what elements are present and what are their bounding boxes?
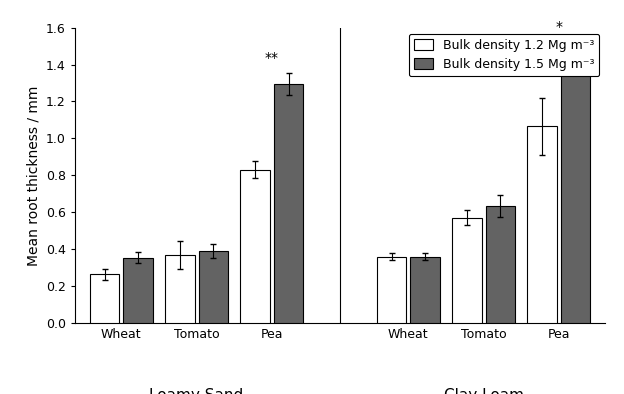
Bar — [198, 251, 228, 323]
Legend: Bulk density 1.2 Mg m⁻³, Bulk density 1.5 Mg m⁻³: Bulk density 1.2 Mg m⁻³, Bulk density 1.… — [409, 34, 599, 76]
Bar — [90, 274, 119, 323]
Text: *: * — [555, 20, 562, 34]
Text: **: ** — [265, 52, 279, 65]
Bar — [561, 58, 590, 323]
Text: Clay Loam: Clay Loam — [444, 388, 524, 394]
Bar — [411, 256, 440, 323]
Bar — [485, 206, 515, 323]
Bar — [377, 256, 406, 323]
Bar — [452, 218, 482, 323]
Bar — [527, 126, 557, 323]
Y-axis label: Mean root thickness / mm: Mean root thickness / mm — [26, 85, 41, 266]
Bar — [165, 255, 195, 323]
Bar — [240, 170, 270, 323]
Bar — [124, 258, 153, 323]
Text: Loamy Sand: Loamy Sand — [150, 388, 244, 394]
Bar — [274, 84, 303, 323]
